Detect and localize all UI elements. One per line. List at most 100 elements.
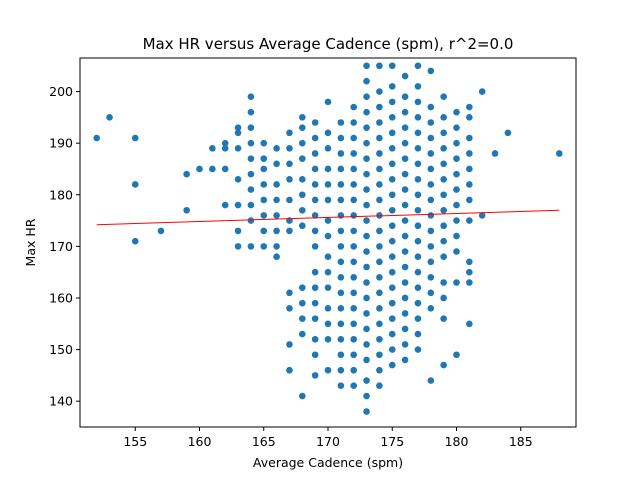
- data-point: [363, 325, 370, 333]
- data-point: [299, 330, 306, 338]
- plot-area: [80, 58, 576, 427]
- data-point: [273, 227, 280, 235]
- data-point: [401, 139, 409, 147]
- data-point: [376, 366, 383, 374]
- data-point: [414, 268, 422, 276]
- data-point: [427, 165, 435, 173]
- data-point: [388, 175, 396, 183]
- data-point: [401, 263, 409, 271]
- data-point: [350, 366, 358, 374]
- data-point: [273, 196, 280, 204]
- data-point: [324, 181, 332, 188]
- data-point: [273, 145, 280, 152]
- data-point: [414, 191, 422, 199]
- data-point: [414, 284, 422, 291]
- x-axis-label: Average Cadence (spm): [253, 455, 403, 470]
- data-point: [324, 366, 332, 374]
- data-point: [337, 165, 345, 173]
- data-point: [131, 181, 139, 188]
- data-point: [388, 253, 396, 260]
- data-point: [350, 196, 358, 204]
- data-point: [453, 232, 460, 240]
- data-point: [350, 351, 358, 359]
- data-point: [453, 139, 460, 147]
- data-point: [221, 145, 229, 152]
- data-point: [350, 134, 358, 142]
- data-point: [440, 253, 447, 260]
- data-point: [311, 165, 319, 173]
- data-point: [337, 196, 345, 204]
- data-point: [311, 335, 319, 343]
- data-point: [466, 114, 473, 121]
- data-point: [453, 351, 460, 359]
- data-point: [440, 222, 447, 230]
- data-point: [388, 98, 396, 106]
- data-point: [106, 114, 113, 121]
- data-point: [401, 217, 409, 224]
- data-point: [363, 408, 370, 415]
- data-point: [440, 279, 447, 286]
- data-point: [440, 237, 447, 245]
- data-point: [440, 145, 447, 152]
- data-point: [401, 356, 409, 364]
- x-tick-label: 165: [252, 434, 276, 449]
- data-point: [337, 335, 345, 343]
- data-point: [157, 227, 165, 235]
- data-point: [324, 129, 332, 137]
- data-point: [350, 258, 358, 266]
- data-point: [247, 201, 255, 209]
- data-point: [388, 191, 396, 199]
- data-point: [337, 212, 345, 219]
- data-point: [388, 62, 396, 70]
- data-point: [427, 67, 435, 75]
- data-point: [286, 160, 293, 168]
- data-point: [466, 134, 473, 142]
- data-point: [247, 139, 255, 147]
- data-point: [350, 320, 358, 328]
- data-point: [453, 124, 460, 131]
- data-point: [337, 366, 345, 374]
- data-point: [286, 341, 293, 348]
- data-point: [376, 165, 383, 173]
- data-point: [401, 325, 409, 333]
- data-point: [376, 88, 383, 95]
- data-point: [324, 217, 332, 224]
- data-point: [247, 217, 255, 224]
- data-point: [260, 196, 268, 204]
- data-point: [273, 160, 280, 168]
- data-point: [337, 382, 345, 390]
- data-point: [414, 330, 422, 338]
- data-point: [324, 268, 332, 276]
- data-point: [453, 279, 460, 286]
- data-point: [221, 139, 229, 147]
- data-point: [376, 119, 383, 126]
- data-point: [234, 201, 242, 209]
- data-point: [427, 119, 435, 126]
- x-tick-label: 185: [509, 434, 533, 449]
- data-point: [414, 175, 422, 183]
- data-point: [427, 289, 435, 297]
- data-point: [260, 181, 268, 188]
- regression-line: [96, 209, 560, 226]
- data-point: [388, 268, 396, 276]
- data-point: [427, 305, 435, 312]
- data-point: [491, 150, 499, 157]
- data-point: [299, 191, 306, 199]
- data-point: [299, 155, 306, 162]
- data-point: [350, 243, 358, 250]
- data-point: [466, 196, 473, 204]
- data-point: [453, 186, 460, 193]
- data-point: [183, 170, 190, 178]
- data-point: [376, 150, 383, 157]
- data-point: [376, 181, 383, 188]
- data-point: [453, 108, 460, 116]
- data-point: [440, 160, 447, 168]
- data-point: [401, 294, 409, 302]
- data-point: [401, 124, 409, 131]
- y-tick-label: 200: [49, 84, 73, 99]
- x-tick-label: 180: [445, 434, 469, 449]
- data-point: [414, 346, 422, 353]
- data-point: [363, 392, 370, 400]
- data-point: [311, 372, 319, 379]
